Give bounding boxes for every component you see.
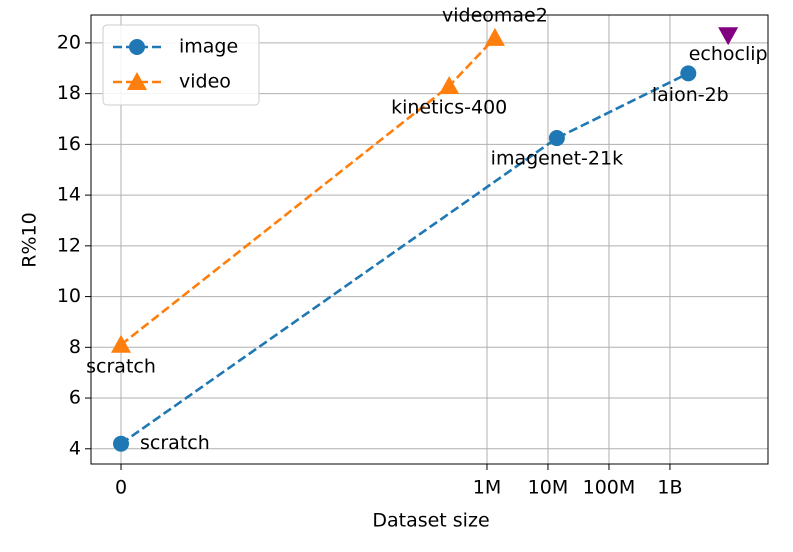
x-tick-label: 10M (528, 477, 569, 499)
legend-marker (127, 72, 147, 90)
point-label: imagenet-21k (491, 148, 623, 170)
x-tick-label: 100M (583, 477, 636, 499)
x-tick-label: 0 (115, 477, 127, 499)
point-label: laion-2b (652, 84, 729, 106)
y-tick-label: 6 (69, 387, 81, 409)
data-point (484, 27, 505, 46)
data-point (439, 76, 460, 95)
y-tick-label: 16 (57, 133, 81, 155)
data-point (113, 435, 130, 452)
y-tick-label: 18 (57, 82, 81, 104)
point-label: kinetics-400 (391, 97, 507, 119)
plot-frame (90, 14, 769, 465)
point-label: scratch (86, 355, 156, 377)
y-axis-label: R%10 (19, 212, 41, 267)
series-line (120, 72, 689, 445)
x-tick-label: 1B (657, 477, 682, 499)
x-axis-label: Dataset size (372, 510, 489, 532)
legend-marker (129, 39, 145, 55)
legend-label: image (179, 36, 238, 58)
data-point (548, 130, 565, 147)
data-point (680, 65, 697, 82)
legend-label: video (179, 71, 231, 93)
y-tick-label: 12 (57, 234, 81, 256)
data-point (111, 334, 132, 353)
y-tick-label: 8 (69, 336, 81, 358)
point-label: videomae2 (442, 4, 548, 26)
point-label: echoclip (689, 43, 768, 65)
x-tick-label: 1M (473, 477, 501, 499)
y-tick-label: 20 (57, 31, 81, 53)
data-point (718, 27, 739, 46)
y-tick-label: 4 (69, 437, 81, 459)
y-tick-label: 10 (57, 285, 81, 307)
point-label: scratch (140, 432, 210, 454)
y-tick-label: 14 (57, 184, 81, 206)
